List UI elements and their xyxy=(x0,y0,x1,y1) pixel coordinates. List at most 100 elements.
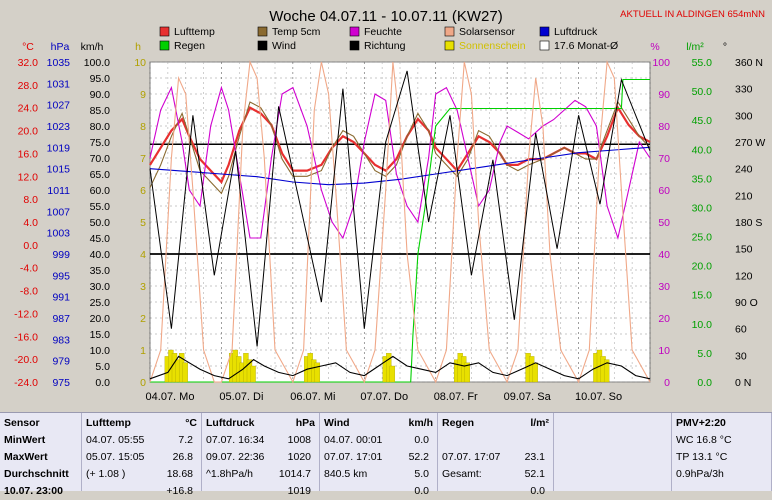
axis-tick-label: 50.0 xyxy=(90,217,111,229)
axis-tick-label: 991 xyxy=(52,292,70,304)
stats-row: MaxWert xyxy=(4,449,77,466)
legend-swatch xyxy=(159,40,170,51)
axis-tick-label: 55.0 xyxy=(90,201,111,213)
legend-swatch xyxy=(257,26,268,37)
stats-header-unit: l/m² xyxy=(530,417,549,429)
stats-row: 840.5 km 5.0 xyxy=(324,466,433,483)
stats-cell-value: 1019 xyxy=(287,485,311,497)
axis-tick-label: 40.0 xyxy=(90,249,111,261)
sunshine-bar xyxy=(603,359,610,383)
axis-tick-label: 1031 xyxy=(47,78,71,90)
luftdruck-series xyxy=(149,146,651,186)
wind-series xyxy=(149,355,651,380)
axis-tick-label: 6 xyxy=(140,185,146,197)
stats-row: 0.0 xyxy=(324,483,433,500)
stats-header-label: Luftdruck xyxy=(206,417,255,429)
stats-row: 07.07. 17:01 52.2 xyxy=(324,449,433,466)
legend-label: Luftdruck xyxy=(554,26,598,38)
legend-label: Richtung xyxy=(364,40,406,52)
stats-cell-value: +16.8 xyxy=(166,485,193,497)
axis-tick-label: 60.0 xyxy=(90,185,111,197)
axis-tick-label: 12.0 xyxy=(18,171,39,183)
legend-swatch xyxy=(539,26,550,37)
axis-tick-label: 1003 xyxy=(47,228,71,240)
stats-row: MinWert xyxy=(4,432,77,449)
stats-row: 05.07. 15:05 26.8 xyxy=(86,449,197,466)
axis-tick-label: 50 xyxy=(658,217,670,229)
axis-tick-label: 10 xyxy=(658,345,670,357)
stats-row: 09.07. 22:36 1020 xyxy=(206,449,315,466)
axis-tick-label: 90.0 xyxy=(90,89,111,101)
stats-header-unit: km/h xyxy=(408,417,433,429)
axis-tick-label: 80 xyxy=(658,121,670,133)
axis-tick-label: 7 xyxy=(140,153,146,165)
axis-tick-label: 35.0 xyxy=(692,173,713,185)
axis-tick-label: -16.0 xyxy=(14,331,38,343)
stats-cell-label: 04.07. 05:55 xyxy=(86,434,145,446)
stats-row: 10.07. 23:00 xyxy=(4,483,77,500)
stats-row: (+ 1.08 ) 18.68 xyxy=(86,466,197,483)
stats-cell-value: 23.1 xyxy=(524,451,545,463)
axis-tick-label: 987 xyxy=(52,313,70,325)
axis-tick-label: -8.0 xyxy=(20,286,38,298)
axis-tick-label: 1 xyxy=(140,345,146,357)
stats-cell-value: 0.0 xyxy=(530,485,545,497)
axis-tick-label: 0 xyxy=(664,377,670,389)
stats-cell-label: 07.07. 17:01 xyxy=(324,451,383,463)
stats-cell-label: ^1.8hPa/h xyxy=(206,468,253,480)
stats-cell-value: 1020 xyxy=(287,451,311,463)
statistics-table: Sensor MinWert MaxWert Durchschnitt 10.07. 2… xyxy=(0,412,772,497)
axis-tick-label: 30 xyxy=(658,281,670,293)
axis-tick-label: 95.0 xyxy=(90,73,111,85)
axis-tick-label: 180 S xyxy=(735,217,762,229)
legend-label: Lufttemp xyxy=(174,26,215,38)
legend-label: Temp 5cm xyxy=(272,26,321,38)
stats-header-label: Sensor xyxy=(4,417,40,429)
stats-cell-value: 26.8 xyxy=(172,451,193,463)
axis-unit-label: km/h xyxy=(81,41,104,53)
axis-tick-label: 9 xyxy=(140,89,146,101)
axis-tick-label: 2 xyxy=(140,313,146,325)
axis-tick-label: 100 xyxy=(652,57,670,69)
axis-tick-label: 50.0 xyxy=(692,86,713,98)
axis-tick-label: 0.0 xyxy=(95,377,110,389)
stats-row xyxy=(442,432,549,449)
axis-tick-label: 0.0 xyxy=(23,240,38,252)
axis-tick-label: 90 xyxy=(658,89,670,101)
axis-unit-label: ° xyxy=(723,41,727,53)
stats-row xyxy=(558,483,667,500)
axis-tick-label: 70.0 xyxy=(90,153,111,165)
x-tick-label: 09.07. Sa xyxy=(504,391,552,403)
legend-swatch xyxy=(349,40,360,51)
axis-unit-label: l/m² xyxy=(686,41,704,53)
axis-tick-label: 32.0 xyxy=(18,57,39,69)
axis-tick-label: 0 xyxy=(140,377,146,389)
legend-swatch xyxy=(257,40,268,51)
axis-tick-label: 30.0 xyxy=(692,202,713,214)
stats-column: Luftdruck hPa 07.07. 16:34 1008 09.07. 22:36… xyxy=(202,413,320,497)
axis-unit-label: % xyxy=(650,41,659,53)
stats-column xyxy=(554,413,672,491)
axis-tick-label: 1035 xyxy=(47,57,71,69)
axis-tick-label: 20.0 xyxy=(692,261,713,273)
stats-cell-label: Gesamt: xyxy=(442,468,482,480)
stats-row: ^1.8hPa/h 1014.7 xyxy=(206,466,315,483)
stats-cell-label: (+ 1.08 ) xyxy=(86,468,126,480)
axis-unit-label: °C xyxy=(22,41,34,53)
x-tick-label: 04.07. Mo xyxy=(146,391,195,403)
stats-cell-label: TP 13.1 °C xyxy=(676,451,728,463)
legend-label: Wind xyxy=(272,40,296,52)
stats-cell-label: MinWert xyxy=(4,434,46,446)
legend-swatch xyxy=(349,26,360,37)
chart-title: Woche 04.07.11 - 10.07.11 (KW27) xyxy=(269,8,502,25)
axis-tick-label: 999 xyxy=(52,249,70,261)
regen-series xyxy=(150,78,650,383)
axis-tick-label: 20 xyxy=(658,313,670,325)
stats-cell-value: 52.1 xyxy=(524,468,545,480)
sunshine-bar xyxy=(182,362,188,383)
x-tick-label: 06.07. Mi xyxy=(290,391,335,403)
axis-tick-label: 300 xyxy=(735,110,753,122)
stats-header-unit: °C xyxy=(185,417,197,429)
stats-cell-value: 0.0 xyxy=(414,485,429,497)
